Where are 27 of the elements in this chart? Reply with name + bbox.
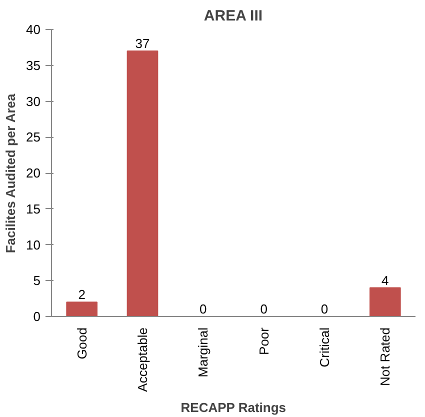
y-tick-label: 15 (26, 201, 41, 216)
data-label: 0 (260, 302, 268, 316)
bar (370, 287, 401, 316)
bar (126, 50, 158, 316)
y-tick-label: 0 (33, 309, 41, 324)
y-tick-label: 30 (26, 94, 41, 109)
y-tick-label: 25 (26, 130, 41, 145)
x-tick-label: Critical (317, 327, 332, 368)
data-label: 0 (200, 302, 207, 316)
y-tick-label: 20 (26, 166, 41, 180)
data-label: 4 (382, 272, 389, 288)
x-tick-label: Marginal (196, 327, 211, 378)
x-tick-label: Poor (256, 326, 272, 355)
chart-title: AREA III (204, 8, 263, 24)
data-label: 2 (78, 287, 86, 302)
y-axis-title: Facilites Audited per Area (3, 93, 18, 254)
bar (66, 302, 98, 316)
x-axis-title: RECAPP Ratings (180, 400, 286, 415)
y-tick-label: 40 (26, 22, 41, 37)
data-label: 0 (320, 302, 328, 316)
x-tick-label: Not Rated (378, 327, 393, 386)
x-tick-label: Good (74, 327, 90, 360)
y-tick-label: 5 (33, 273, 41, 288)
data-label: 37 (135, 36, 150, 52)
y-tick-label: 35 (26, 58, 41, 73)
y-tick-label: 10 (26, 237, 41, 252)
x-tick-label: Acceptable (135, 327, 150, 392)
